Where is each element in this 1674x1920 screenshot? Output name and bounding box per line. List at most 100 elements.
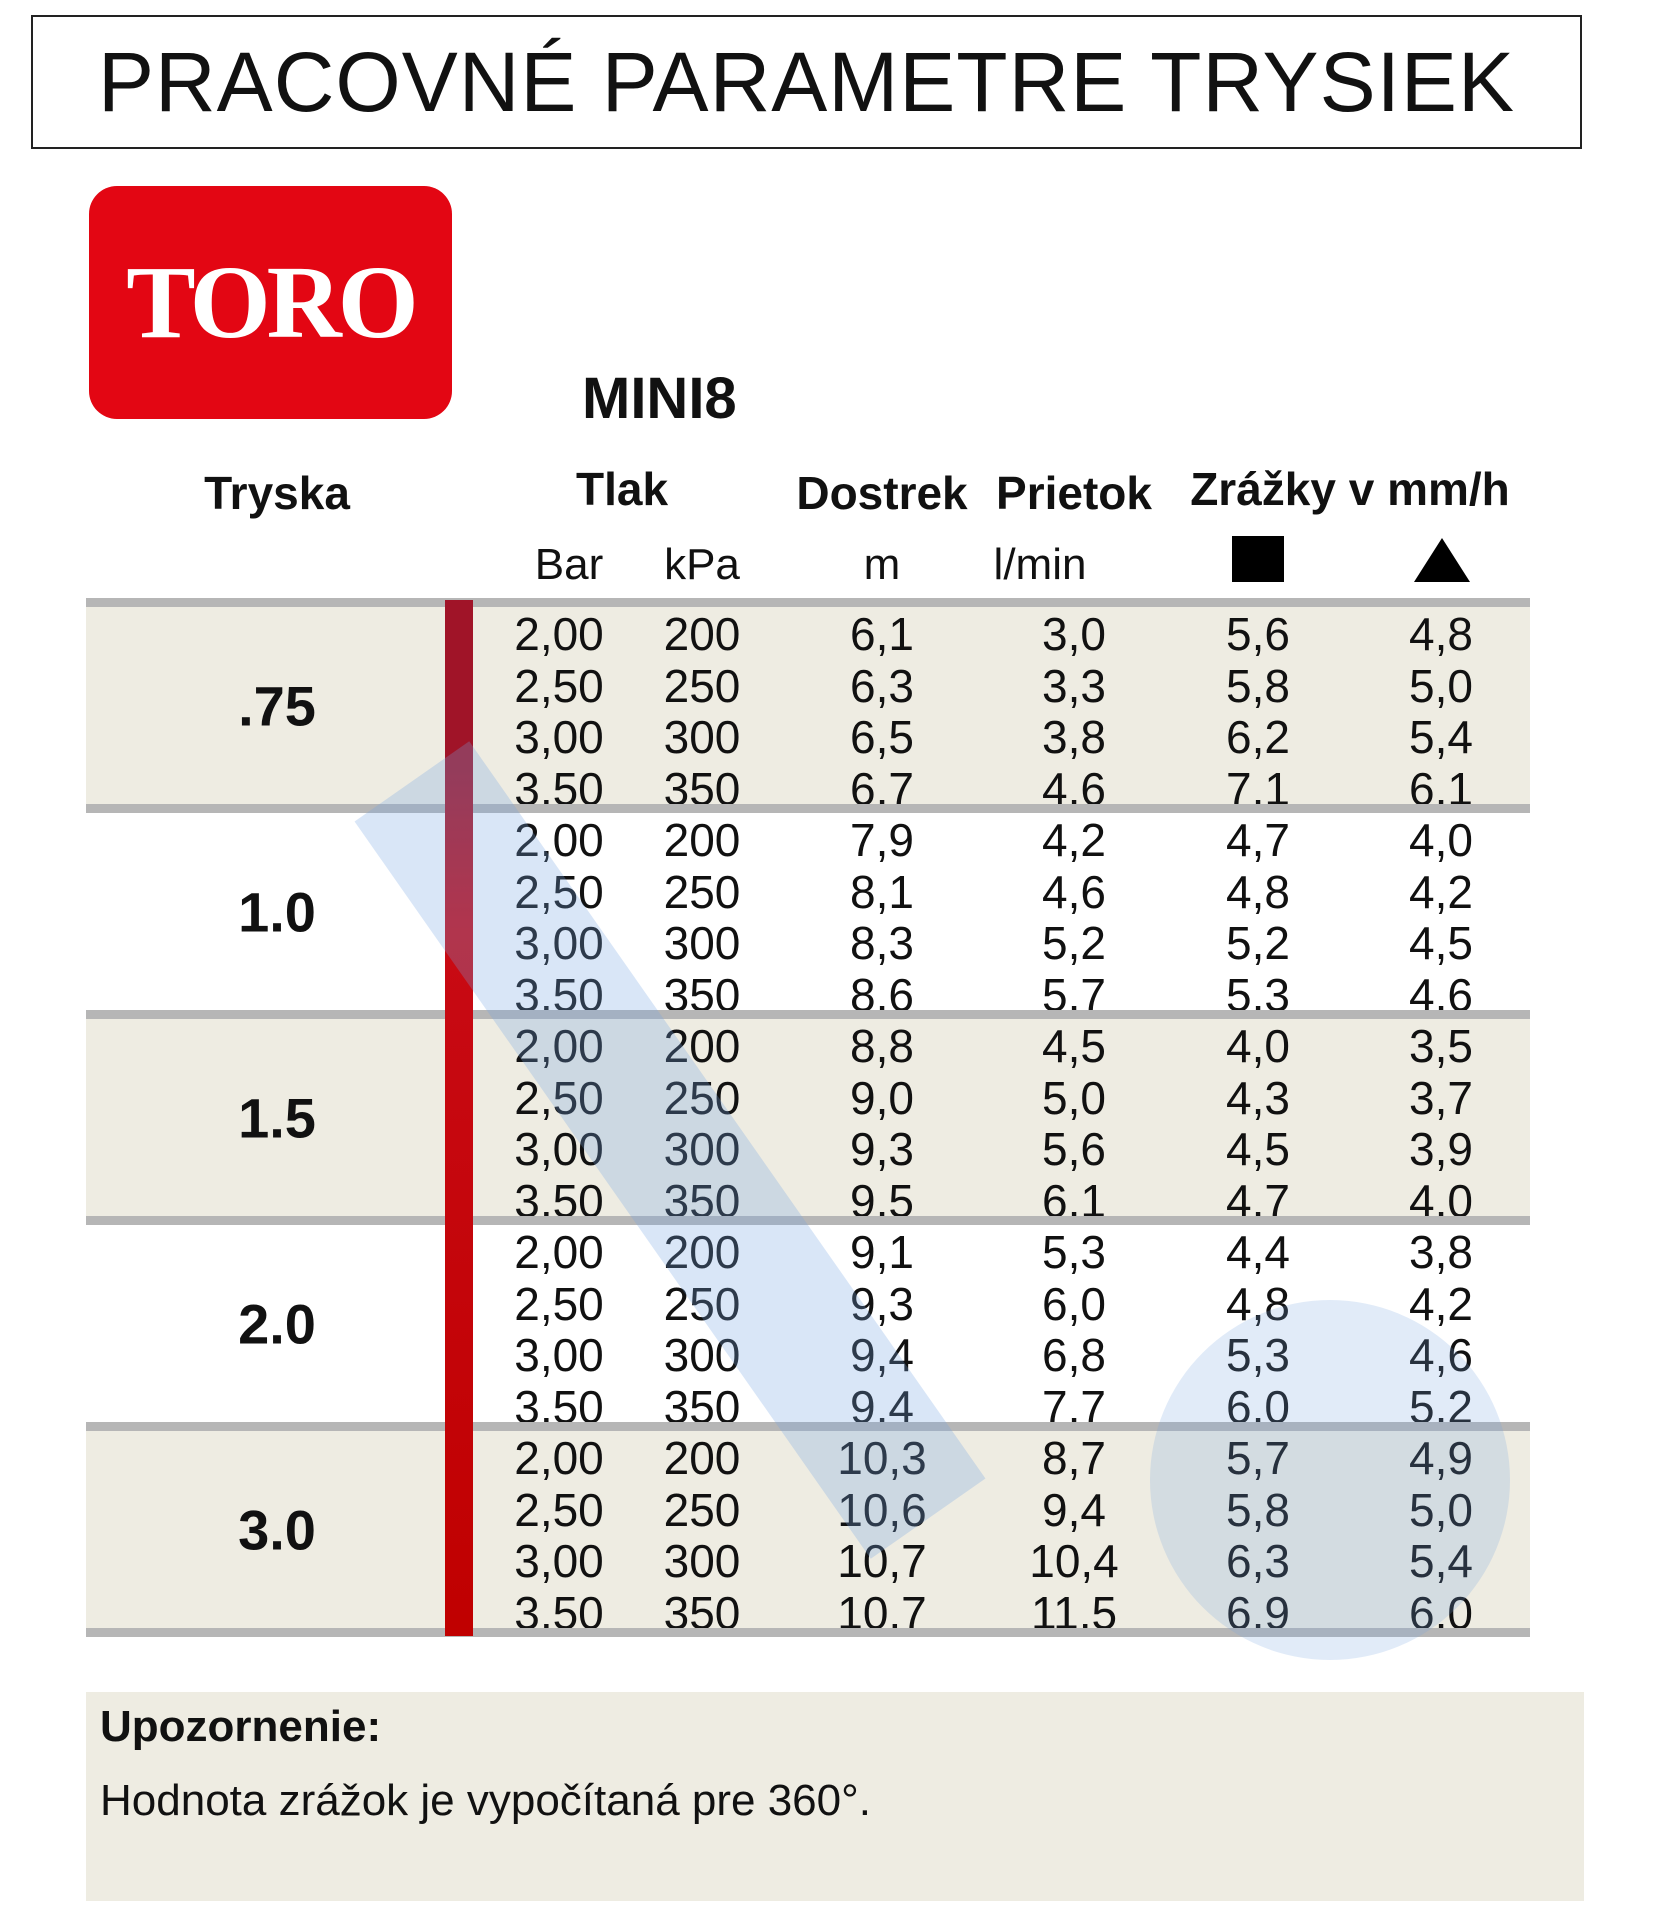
group-divider: [86, 1216, 1530, 1225]
cell-kpa: 250: [663, 1277, 741, 1330]
cell-range: 8,3: [850, 917, 914, 969]
cell-precip-triangle: 5,0: [1409, 1483, 1473, 1536]
nozzle-group-.75: [86, 603, 1530, 809]
cell-range: 7,9: [850, 814, 914, 866]
group-divider: [86, 1422, 1530, 1431]
cell-kpa: 300: [663, 1123, 741, 1175]
cell-precip-square: 4,8: [1226, 1277, 1290, 1330]
cell-bar: 3,00: [514, 1329, 604, 1381]
cell-bar: 2,00: [514, 1432, 604, 1484]
cell-range: 6,1: [850, 608, 914, 660]
cell-flow: 5,2: [1042, 917, 1106, 969]
cell-kpa: 250: [663, 865, 741, 918]
cell-flow: 3,0: [1042, 608, 1106, 660]
cell-kpa: 300: [663, 917, 741, 969]
cell-flow: 4,2: [1042, 814, 1106, 866]
cell-precip-triangle: 4,2: [1409, 1277, 1473, 1330]
cell-bar: 2,00: [514, 814, 604, 866]
cell-precip-square: 5,2: [1226, 917, 1290, 969]
group-divider: [86, 598, 1530, 607]
cell-kpa: 300: [663, 711, 741, 763]
cell-flow: 9,4: [1042, 1483, 1106, 1536]
cell-flow: 10,4: [1029, 1535, 1119, 1587]
cell-precip-square: 5,7: [1226, 1432, 1290, 1484]
header-range: Dostrek: [796, 467, 968, 519]
group-divider: [86, 1010, 1530, 1019]
nozzle-label: 3.0: [238, 1498, 316, 1562]
cell-range: 9,4: [850, 1329, 914, 1381]
cell-precip-square: 4,3: [1226, 1071, 1290, 1124]
page-title: PRACOVNÉ PARAMETRE TRYSIEK: [31, 15, 1582, 149]
cell-flow: 4,6: [1042, 865, 1106, 918]
cell-range: 10,6: [837, 1483, 927, 1536]
cell-bar: 3,00: [514, 711, 604, 763]
cell-precip-triangle: 3,7: [1409, 1071, 1473, 1124]
cell-kpa: 300: [663, 1329, 741, 1381]
cell-bar: 2,00: [514, 608, 604, 660]
cell-bar: 2,50: [514, 1071, 604, 1124]
cell-bar: 2,50: [514, 659, 604, 712]
cell-bar: 2,50: [514, 1483, 604, 1536]
cell-precip-square: 4,0: [1226, 1020, 1290, 1072]
cell-precip-square: 4,4: [1226, 1226, 1290, 1278]
nozzle-label: .75: [238, 674, 316, 738]
cell-bar: 2,00: [514, 1020, 604, 1072]
cell-bar: 2,50: [514, 865, 604, 918]
cell-kpa: 250: [663, 659, 741, 712]
cell-precip-triangle: 3,9: [1409, 1123, 1473, 1175]
cell-kpa: 200: [663, 1226, 741, 1278]
note-title: Upozornenie:: [100, 1702, 382, 1751]
cell-precip-triangle: 4,6: [1409, 1329, 1473, 1381]
square-spacing-icon: [1232, 536, 1284, 582]
subheader-kpa: kPa: [664, 540, 740, 589]
cell-precip-triangle: 4,2: [1409, 865, 1473, 918]
nozzle-label: 2.0: [238, 1292, 316, 1356]
cell-range: 9,0: [850, 1071, 914, 1124]
cell-precip-square: 4,8: [1226, 865, 1290, 918]
cell-precip-square: 6,3: [1226, 1535, 1290, 1587]
cell-precip-square: 5,8: [1226, 1483, 1290, 1536]
cell-range: 10,7: [837, 1535, 927, 1587]
note-text: Hodnota zrážok je vypočítaná pre 360°.: [100, 1776, 871, 1825]
cell-bar: 2,00: [514, 1226, 604, 1278]
cell-precip-square: 5,6: [1226, 608, 1290, 660]
red-accent-bar: [445, 600, 473, 1636]
cell-flow: 8,7: [1042, 1432, 1106, 1484]
group-divider: [86, 1628, 1530, 1637]
cell-precip-triangle: 4,8: [1409, 608, 1473, 660]
cell-flow: 6,0: [1042, 1277, 1106, 1330]
cell-precip-triangle: 4,9: [1409, 1432, 1473, 1484]
cell-precip-triangle: 5,4: [1409, 1535, 1473, 1587]
nozzle-label: 1.0: [238, 880, 316, 944]
nozzle-label: 1.5: [238, 1086, 316, 1150]
cell-precip-triangle: 4,5: [1409, 917, 1473, 969]
cell-precip-triangle: 4,0: [1409, 814, 1473, 866]
cell-range: 8,1: [850, 865, 914, 918]
cell-precip-square: 4,7: [1226, 814, 1290, 866]
cell-precip-triangle: 3,5: [1409, 1020, 1473, 1072]
header-flow: Prietok: [996, 467, 1152, 519]
cell-precip-square: 5,3: [1226, 1329, 1290, 1381]
subheader-lmin: l/min: [993, 540, 1087, 589]
subheader-bar: Bar: [534, 540, 604, 589]
cell-bar: 3,00: [514, 917, 604, 969]
cell-flow: 6,8: [1042, 1329, 1106, 1381]
triangle-spacing-icon: [1414, 538, 1470, 582]
watermark: [1150, 1300, 1510, 1660]
cell-range: 6,5: [850, 711, 914, 763]
cell-precip-square: 4,5: [1226, 1123, 1290, 1175]
nozzle-group-1.5: [86, 1015, 1530, 1221]
cell-kpa: 200: [663, 608, 741, 660]
cell-flow: 5,3: [1042, 1226, 1106, 1278]
cell-kpa: 250: [663, 1071, 741, 1124]
cell-kpa: 200: [663, 1432, 741, 1484]
header-precipitation: Zrážky v mm/h: [1190, 463, 1510, 515]
cell-range: 6,3: [850, 659, 914, 712]
header-pressure: Tlak: [575, 463, 669, 515]
cell-precip-triangle: 3,8: [1409, 1226, 1473, 1278]
logo-text: TORO: [126, 245, 418, 360]
cell-kpa: 300: [663, 1535, 741, 1587]
cell-precip-triangle: 5,0: [1409, 659, 1473, 712]
cell-flow: 3,8: [1042, 711, 1106, 763]
cell-flow: 4,5: [1042, 1020, 1106, 1072]
